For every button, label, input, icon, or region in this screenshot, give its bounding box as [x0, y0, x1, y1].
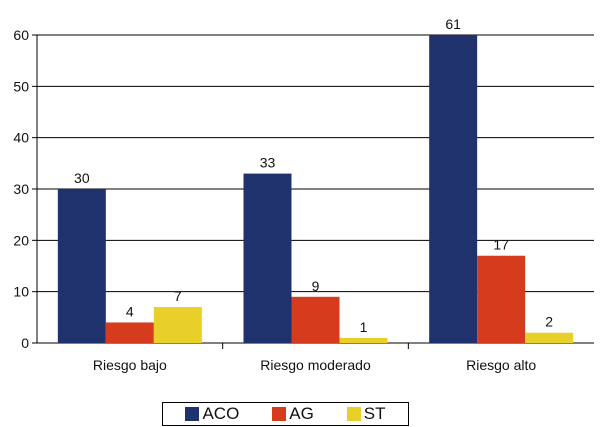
y-tick-label: 30	[13, 181, 29, 197]
bar-st	[339, 337, 388, 343]
data-label: 17	[493, 237, 509, 253]
legend-label-st: ST	[363, 404, 386, 423]
data-label: 1	[360, 319, 368, 335]
bar-ag	[105, 322, 154, 343]
legend-swatch-ag	[272, 407, 287, 421]
x-tick-label: Riesgo moderado	[260, 357, 371, 373]
y-axis: 0 10 20 30 40 50 60	[13, 27, 38, 351]
bars	[57, 35, 574, 343]
y-tick-label: 40	[13, 130, 29, 146]
bar-ag	[291, 296, 340, 343]
bar-ag	[477, 255, 526, 343]
legend-label-aco: ACO	[202, 404, 240, 423]
data-labels: 30 33 61 4 9 17 7 1 2	[74, 16, 553, 335]
data-label: 7	[174, 288, 182, 304]
data-label: 33	[260, 155, 276, 171]
legend-item-st: ST	[346, 404, 386, 424]
data-label: 2	[545, 314, 553, 330]
bar-aco	[429, 35, 478, 343]
legend-swatch-st	[346, 407, 361, 421]
data-label: 30	[74, 170, 90, 186]
bar-st	[525, 332, 574, 343]
bar-aco	[243, 173, 292, 343]
x-axis: Riesgo bajo Riesgo moderado Riesgo alto	[37, 342, 594, 373]
legend-item-ag: AG	[272, 404, 314, 424]
gridlines	[37, 34, 594, 293]
legend-label-ag: AG	[289, 404, 314, 423]
bar-st	[153, 307, 202, 343]
x-tick-label: Riesgo bajo	[93, 357, 167, 373]
y-tick-label: 0	[21, 335, 29, 351]
y-tick-label: 60	[13, 27, 29, 43]
x-tick-label: Riesgo alto	[466, 357, 536, 373]
y-tick-label: 10	[13, 284, 29, 300]
data-label: 4	[126, 303, 134, 319]
legend: ACO AG ST	[162, 402, 409, 426]
bar-aco	[57, 189, 106, 343]
y-tick-label: 20	[13, 232, 29, 248]
legend-item-aco: ACO	[185, 404, 239, 424]
legend-swatch-aco	[185, 407, 200, 421]
data-label: 61	[445, 16, 461, 32]
data-label: 9	[312, 278, 320, 294]
y-tick-label: 50	[13, 78, 29, 94]
